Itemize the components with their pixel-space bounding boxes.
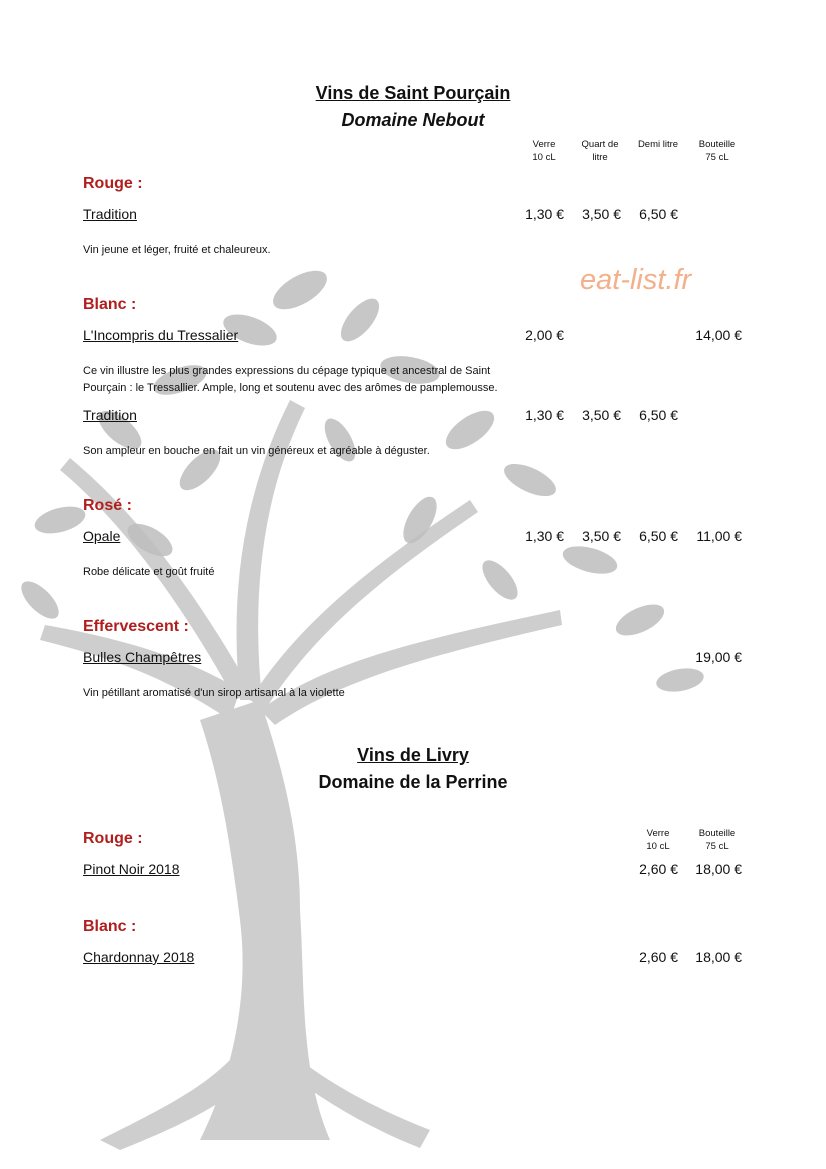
price: 11,00 € <box>696 528 742 544</box>
price: 3,50 € <box>582 528 621 544</box>
column-header: Verre <box>646 827 670 839</box>
wine-name: Opale <box>83 528 121 544</box>
column-header: Quart de <box>581 138 619 150</box>
column-header: 75 cL <box>705 151 729 163</box>
category-label: Rouge : <box>83 830 143 847</box>
price: 2,00 € <box>525 327 564 343</box>
wine-description: Son ampleur en bouche en fait un vin gén… <box>83 444 430 457</box>
column-header: Demi litre <box>637 138 679 150</box>
price: 14,00 € <box>695 327 742 343</box>
column-header: Bouteille <box>698 138 736 150</box>
category-label: Rosé : <box>83 497 132 514</box>
price: 1,30 € <box>525 206 564 222</box>
watermark: eat-list.fr <box>580 264 692 296</box>
wine-description: Robe délicate et goût fruité <box>83 565 215 578</box>
wine-name: Bulles Champêtres <box>83 649 202 665</box>
price: 3,50 € <box>582 206 621 222</box>
price: 3,50 € <box>582 407 621 423</box>
price: 19,00 € <box>695 649 742 665</box>
category-label: Rouge : <box>83 175 143 192</box>
wine-description: Vin pétillant aromatisé d'un sirop artis… <box>83 686 345 699</box>
price: 1,30 € <box>525 528 564 544</box>
column-header: litre <box>592 151 608 163</box>
category-label: Blanc : <box>83 296 137 313</box>
column-header: 10 cL <box>646 840 670 852</box>
price: 6,50 € <box>639 407 678 423</box>
price: 6,50 € <box>639 206 678 222</box>
wine-name: Pinot Noir 2018 <box>83 861 180 877</box>
column-header: Bouteille <box>698 827 736 839</box>
wine-name: Chardonnay 2018 <box>83 949 195 965</box>
section-title: Vins de Saint Pourçain <box>315 83 511 103</box>
column-header: 75 cL <box>705 840 729 852</box>
price: 1,30 € <box>525 407 564 423</box>
wine-description: Vin jeune et léger, fruité et chaleureux… <box>83 243 271 256</box>
section-subtitle: Domaine de la Perrine <box>318 772 508 792</box>
section-subtitle: Domaine Nebout <box>341 110 485 130</box>
price: 18,00 € <box>695 861 742 877</box>
wine-name: Tradition <box>83 206 137 222</box>
category-label: Effervescent : <box>83 618 189 635</box>
price: 6,50 € <box>639 528 678 544</box>
price: 18,00 € <box>695 949 742 965</box>
wine-name: Tradition <box>83 407 137 423</box>
category-label: Blanc : <box>83 918 137 935</box>
price: 2,60 € <box>639 949 678 965</box>
wine-description: Ce vin illustre les plus grandes express… <box>83 364 498 394</box>
price: 2,60 € <box>639 861 678 877</box>
wine-name: L'Incompris du Tressalier <box>83 327 239 343</box>
column-header: 10 cL <box>532 151 556 163</box>
column-header: Verre <box>532 138 556 150</box>
section-title: Vins de Livry <box>357 745 469 765</box>
